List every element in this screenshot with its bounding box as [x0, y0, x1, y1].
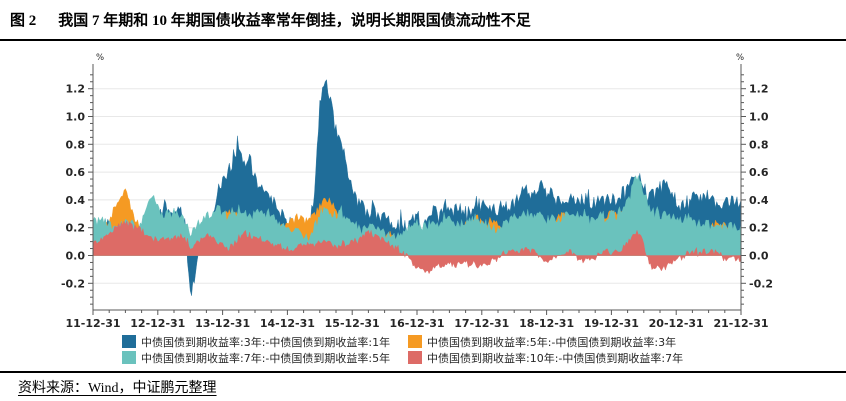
svg-text:21-12-31: 21-12-31 [713, 317, 768, 330]
chart-legend: 中债国债到期收益率:3年:-中债国债到期收益率:1年 中债国债到期收益率:5年:-… [122, 334, 683, 365]
yield-spread-chart: -0.2 -0.2 0.0 0.0 0.2 0.2 0.4 0.4 0.6 0.6 0.8 0.8 1.… [61, 53, 773, 330]
svg-text:15-12-31: 15-12-31 [325, 317, 380, 330]
caption-divider [0, 39, 846, 41]
svg-text:0.2: 0.2 [66, 222, 86, 235]
series-area-2 [92, 175, 742, 256]
legend-item: 中债国债到期收益率:7年:-中债国债到期收益率:5年 [122, 350, 408, 365]
svg-text:1.0: 1.0 [749, 111, 769, 124]
unit-label-left: % [96, 53, 104, 63]
figure-title: 我国 7 年期和 10 年期国债收益率常年倒挂，说明长期限国债流动性不足 [58, 13, 531, 29]
svg-text:1.2: 1.2 [66, 83, 86, 96]
svg-text:13-12-31: 13-12-31 [195, 317, 250, 330]
svg-text:0.2: 0.2 [749, 222, 769, 235]
source-line: 资料来源：Wind，中证鹏元整理 [18, 377, 217, 397]
svg-text:0.4: 0.4 [66, 194, 86, 207]
figure-number: 图 2 [10, 13, 37, 29]
legend-swatch-icon [408, 351, 422, 364]
svg-text:18-12-31: 18-12-31 [519, 317, 574, 330]
svg-text:0.0: 0.0 [749, 250, 769, 263]
svg-text:0.6: 0.6 [66, 166, 86, 179]
series-area-3 [92, 219, 742, 275]
svg-text:12-12-31: 12-12-31 [130, 317, 185, 330]
svg-text:16-12-31: 16-12-31 [389, 317, 444, 330]
svg-text:14-12-31: 14-12-31 [260, 317, 315, 330]
figure-caption: 图 2 我国 7 年期和 10 年期国债收益率常年倒挂，说明长期限国债流动性不足 [10, 9, 836, 30]
svg-text:0.8: 0.8 [66, 138, 86, 151]
svg-text:0.6: 0.6 [749, 166, 769, 179]
footer-divider [0, 371, 846, 373]
legend-item: 中债国债到期收益率:5年:-中债国债到期收益率:3年 [408, 334, 683, 349]
source-text: 资料来源：Wind，中证鹏元整理 [18, 381, 217, 396]
legend-label: 中债国债到期收益率:3年:-中债国债到期收益率:1年 [141, 335, 391, 349]
x-axis-labels: 11-12-31 12-12-31 13-12-31 14-12-31 15-12-31… [65, 310, 769, 330]
legend-label: 中债国债到期收益率:7年:-中债国债到期收益率:5年 [141, 351, 391, 365]
unit-label-right: % [736, 53, 744, 63]
svg-text:1.0: 1.0 [66, 111, 86, 124]
svg-text:1.2: 1.2 [749, 83, 769, 96]
svg-text:0.0: 0.0 [66, 250, 86, 263]
svg-text:-0.2: -0.2 [749, 277, 773, 290]
legend-swatch-icon [122, 335, 136, 348]
legend-swatch-icon [408, 335, 422, 348]
y-axis-labels: -0.2 -0.2 0.0 0.0 0.2 0.2 0.4 0.4 0.6 0.6 0.8 0.8 1.… [61, 53, 773, 305]
legend-item: 中债国债到期收益率:10年:-中债国债到期收益率:7年 [408, 350, 683, 365]
svg-text:19-12-31: 19-12-31 [584, 317, 639, 330]
svg-text:0.4: 0.4 [749, 194, 769, 207]
legend-label: 中债国债到期收益率:10年:-中债国债到期收益率:7年 [427, 351, 684, 365]
chart-area: -0.2 -0.2 0.0 0.0 0.2 0.2 0.4 0.4 0.6 0.6 0.8 0.8 1.… [0, 50, 846, 332]
svg-text:17-12-31: 17-12-31 [454, 317, 509, 330]
svg-text:11-12-31: 11-12-31 [65, 317, 120, 330]
legend-swatch-icon [122, 351, 136, 364]
legend-item: 中债国债到期收益率:3年:-中债国债到期收益率:1年 [122, 334, 408, 349]
svg-text:-0.2: -0.2 [61, 277, 85, 290]
svg-text:0.8: 0.8 [749, 138, 769, 151]
svg-text:20-12-31: 20-12-31 [649, 317, 704, 330]
legend-label: 中债国债到期收益率:5年:-中债国债到期收益率:3年 [427, 335, 677, 349]
